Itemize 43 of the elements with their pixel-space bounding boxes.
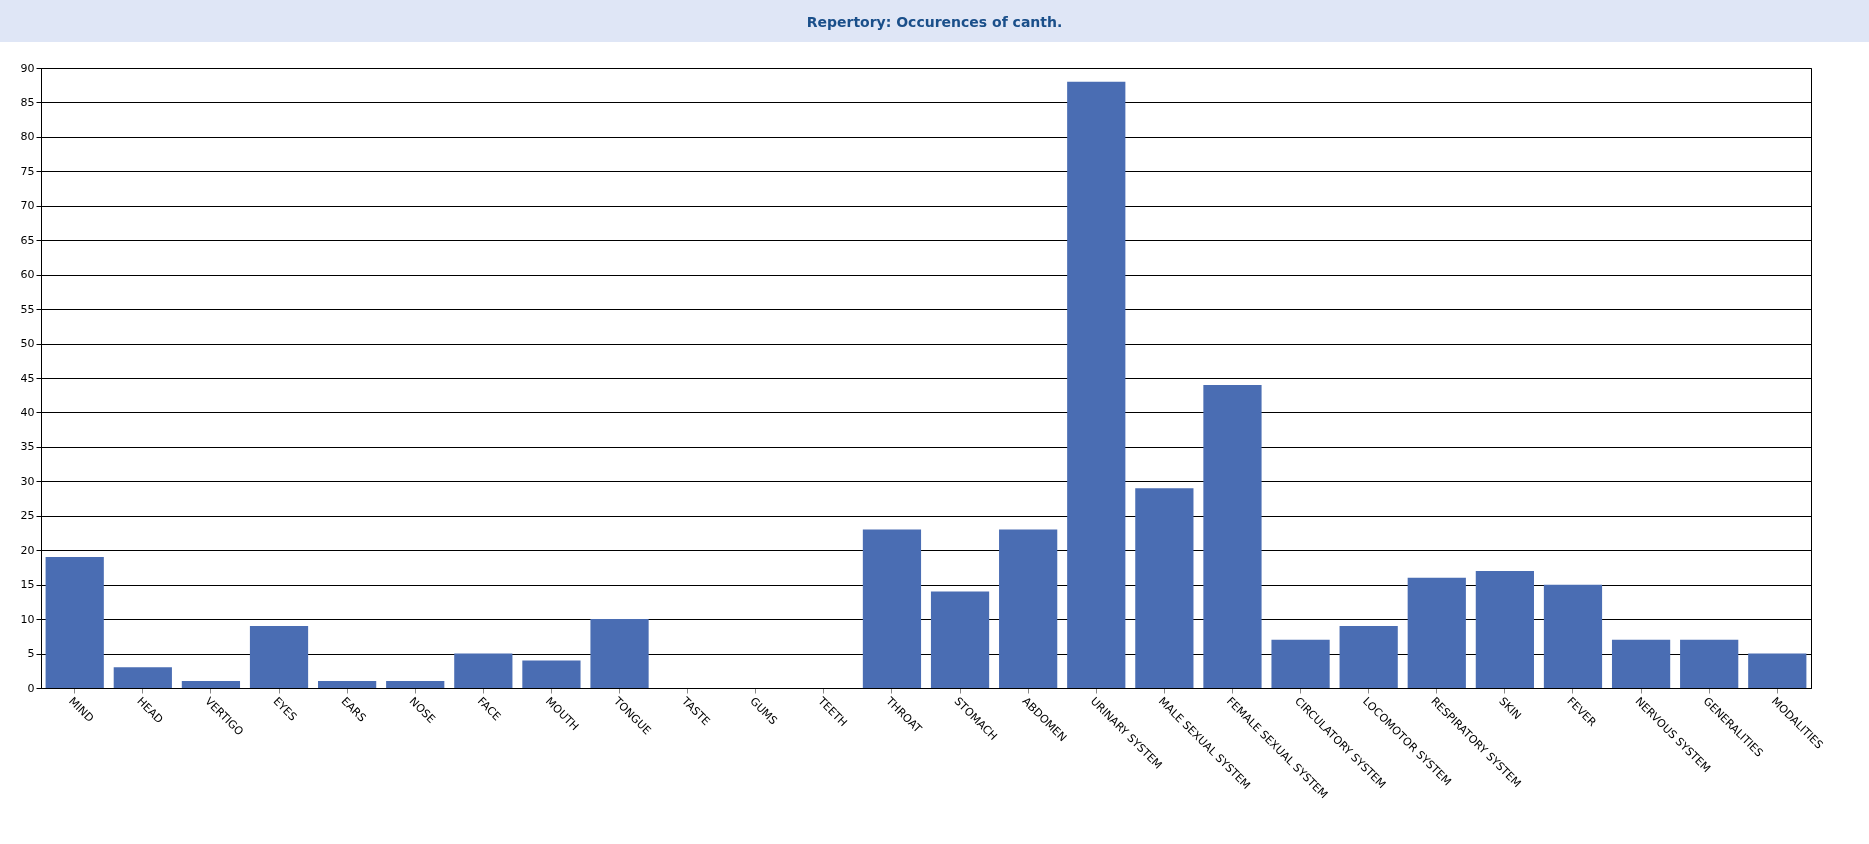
bar xyxy=(590,619,649,688)
bar xyxy=(1748,653,1807,688)
y-tick-label: 5 xyxy=(27,647,35,661)
bar xyxy=(930,591,990,688)
y-tick-label: 75 xyxy=(20,164,35,178)
bar xyxy=(1475,570,1534,688)
y-tick-label: 0 xyxy=(27,681,35,695)
y-tick-label: 50 xyxy=(20,337,35,351)
bar xyxy=(862,529,922,688)
bar xyxy=(1135,488,1194,688)
bar xyxy=(249,626,309,688)
bar xyxy=(318,681,377,688)
y-tick-label: 60 xyxy=(20,268,35,282)
y-tick-label: 65 xyxy=(20,233,35,247)
bar xyxy=(522,660,581,688)
y-tick-label: 30 xyxy=(20,474,35,488)
y-tick-label: 40 xyxy=(20,405,35,419)
y-tick-label: 55 xyxy=(20,302,35,316)
y-tick-label: 45 xyxy=(20,371,35,385)
bar xyxy=(45,557,104,688)
y-tick-label: 15 xyxy=(20,578,35,592)
bar xyxy=(1271,639,1330,688)
bar xyxy=(1543,584,1603,688)
y-tick-label: 70 xyxy=(20,199,35,213)
bar xyxy=(1611,639,1671,688)
y-tick-label: 35 xyxy=(20,440,35,454)
y-tick-label: 20 xyxy=(20,543,35,557)
bar xyxy=(113,667,172,688)
bar xyxy=(1339,626,1398,688)
bar xyxy=(1203,384,1262,688)
bar xyxy=(1067,81,1126,688)
chart-title: Repertory: Occurences of canth. xyxy=(0,0,1869,42)
y-tick-label: 85 xyxy=(20,95,35,109)
y-tick-label: 10 xyxy=(20,612,35,626)
bar xyxy=(454,653,513,688)
bar xyxy=(999,529,1058,688)
y-tick-label: 90 xyxy=(20,61,35,75)
bar xyxy=(386,681,445,688)
y-tick-label: 25 xyxy=(20,509,35,523)
y-tick-label: 80 xyxy=(20,130,35,144)
bar xyxy=(1407,577,1466,688)
bar xyxy=(181,681,241,688)
bar xyxy=(1680,639,1739,688)
